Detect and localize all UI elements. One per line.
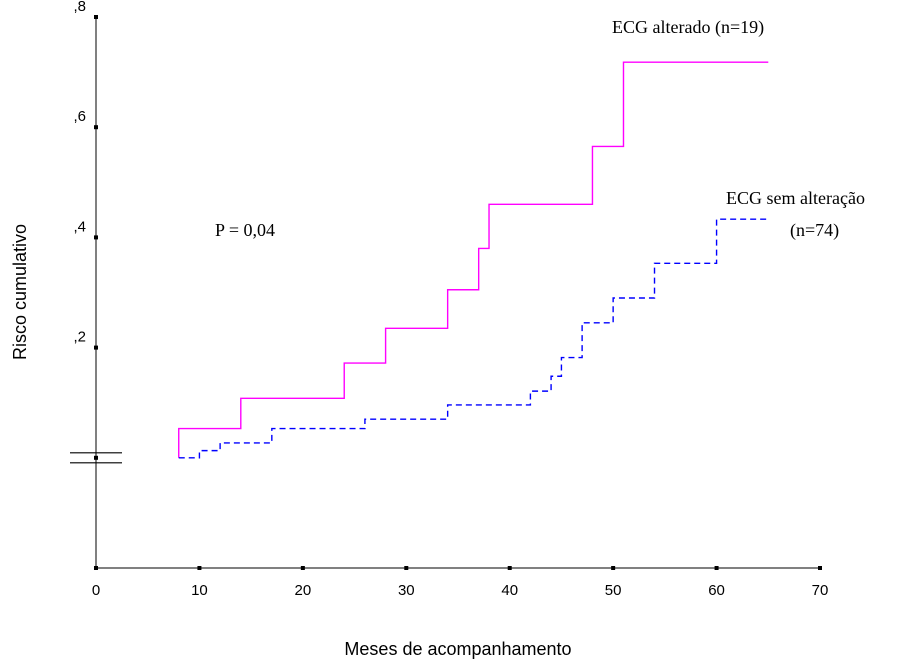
- x-tick-label: 30: [398, 582, 415, 599]
- axes: [70, 17, 820, 569]
- x-tick-label: 50: [605, 582, 622, 599]
- x-tick-label: 0: [92, 582, 100, 599]
- x-tick-mark: [611, 566, 616, 570]
- y-tick-mark: [94, 345, 98, 350]
- x-tick-mark: [300, 566, 305, 570]
- series-label-ecg-sem-alteracao: ECG sem alteração: [726, 188, 865, 208]
- y-tick-mark: [94, 235, 98, 240]
- x-axis-label: Meses de acompanhamento: [344, 639, 571, 659]
- x-tick-mark: [94, 566, 98, 570]
- series-line-ecg-sem-alteracao: [178, 218, 769, 459]
- x-tick-mark: [404, 566, 409, 570]
- x-tick-mark: [818, 566, 822, 570]
- x-tick-label: 10: [191, 582, 208, 599]
- y-axis-label: Risco cumulativo: [10, 224, 30, 360]
- x-tick-label: 70: [812, 582, 829, 599]
- p-value-annotation: P = 0,04: [215, 220, 275, 240]
- series-layer: [178, 61, 769, 459]
- series-line-ecg-alterado: [178, 61, 769, 458]
- y-tick-label: ,6: [73, 108, 86, 125]
- x-tick-mark: [714, 566, 719, 570]
- y-tick-label: ,4: [73, 218, 86, 235]
- x-tick-label: 60: [708, 582, 725, 599]
- y-tick-mark: [94, 15, 98, 19]
- series-labels: ECG alterado (n=19) ECG sem alteração (n=7…: [612, 17, 865, 241]
- y-tick-label: ,8: [73, 0, 86, 15]
- y-tick-mark: [94, 455, 98, 460]
- series-label-ecg-alterado: ECG alterado (n=19): [612, 17, 764, 38]
- x-tick-mark: [507, 566, 512, 570]
- x-tick-label: 40: [501, 582, 518, 599]
- x-tick-mark: [197, 566, 202, 570]
- ticks: ,2 ,4 ,6 ,8 0 10 20 30 40 50 60 70: [73, 0, 828, 599]
- x-tick-label: 20: [295, 582, 312, 599]
- y-tick-label: ,2: [73, 329, 86, 346]
- series-label-ecg-sem-alteracao: (n=74): [790, 220, 839, 241]
- y-tick-mark: [94, 125, 98, 130]
